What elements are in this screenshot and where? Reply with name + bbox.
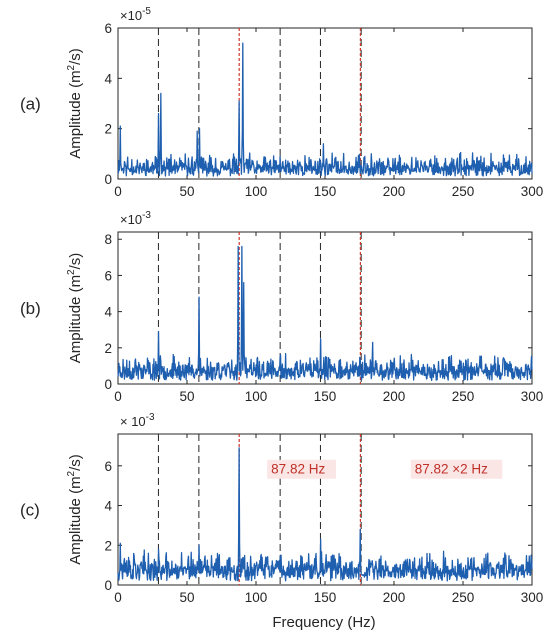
y-exponent-power: -5 xyxy=(142,6,151,17)
y-axis-label: Amplitude (m2/s) xyxy=(66,253,84,364)
y-axis-label: Amplitude (m2/s) xyxy=(66,48,84,159)
y-tick-label: 2 xyxy=(104,538,112,553)
panel-c: 0 50 100 150 200 250 300 0 2 4 6 × 10-3 Amplitude (m… xyxy=(20,412,543,605)
y-tick-label: 6 xyxy=(104,268,112,283)
y-tick-label: 4 xyxy=(104,499,112,514)
y-tick-label: 6 xyxy=(104,21,112,36)
spectrum-line xyxy=(117,447,533,582)
y-axis-label: Amplitude (m2/s) xyxy=(66,454,84,565)
panel-label: (c) xyxy=(20,501,40,520)
annotation-background xyxy=(267,459,336,479)
y-exponent-base: ×10 xyxy=(120,212,142,227)
y-exponent-label: ×10-5 xyxy=(120,6,151,23)
spectrum-line xyxy=(117,245,533,382)
annotation-background xyxy=(410,459,503,479)
x-tick-label: 0 xyxy=(114,389,122,404)
panel-b: 0 50 100 150 200 250 300 0 2 4 6 8 ×10-3 Amplitude (m… xyxy=(20,210,543,404)
y-tick-label: 6 xyxy=(104,459,112,474)
x-tick-label: 0 xyxy=(114,590,122,605)
panel-label: (a) xyxy=(20,95,41,114)
y-tick-label: 2 xyxy=(104,341,112,356)
x-tick-label: 0 xyxy=(114,184,122,199)
axes-frame xyxy=(117,27,533,180)
y-tick-label: 0 xyxy=(104,172,112,187)
x-tick-label: 300 xyxy=(521,590,544,605)
x-tick-label: 250 xyxy=(452,389,475,404)
y-exponent-power: -3 xyxy=(146,412,155,423)
y-exponent-base: × 10 xyxy=(120,414,146,429)
panel-a: 0 50 100 150 200 250 300 0 2 4 6 ×10-5 Amplitude (m2… xyxy=(20,6,543,199)
x-tick-label: 100 xyxy=(245,389,268,404)
panel-label: (b) xyxy=(20,299,41,318)
y-exponent-label: × 10-3 xyxy=(120,412,155,429)
x-tick-label: 250 xyxy=(452,590,475,605)
y-tick-label: 4 xyxy=(104,71,112,86)
x-tick-label: 300 xyxy=(521,184,544,199)
x-tick-label: 200 xyxy=(383,389,406,404)
x-tick-label: 50 xyxy=(179,184,194,199)
x-tick-label: 100 xyxy=(245,184,268,199)
x-tick-label: 150 xyxy=(314,184,337,199)
x-tick-label: 50 xyxy=(179,590,194,605)
y-exponent-label: ×10-3 xyxy=(120,210,151,227)
x-tick-label: 50 xyxy=(179,389,194,404)
x-tick-label: 200 xyxy=(383,590,406,605)
y-exponent-base: ×10 xyxy=(120,8,142,23)
y-tick-label: 4 xyxy=(104,305,112,320)
x-tick-label: 300 xyxy=(521,389,544,404)
x-tick-label: 150 xyxy=(314,590,337,605)
x-tick-label: 250 xyxy=(452,184,475,199)
y-tick-label: 0 xyxy=(104,377,112,392)
x-axis-label: Frequency (Hz) xyxy=(272,614,375,631)
y-tick-label: 0 xyxy=(104,578,112,593)
annotation-label: 87.82 ×2 Hz xyxy=(415,462,488,477)
y-exponent-power: -3 xyxy=(142,210,151,221)
x-tick-label: 200 xyxy=(383,184,406,199)
annotation-label: 87.82 Hz xyxy=(271,462,325,477)
x-tick-label: 150 xyxy=(314,389,337,404)
x-tick-label: 100 xyxy=(245,590,268,605)
y-tick-label: 8 xyxy=(104,232,112,247)
y-tick-label: 2 xyxy=(104,122,112,137)
spectrum-line xyxy=(117,42,533,177)
